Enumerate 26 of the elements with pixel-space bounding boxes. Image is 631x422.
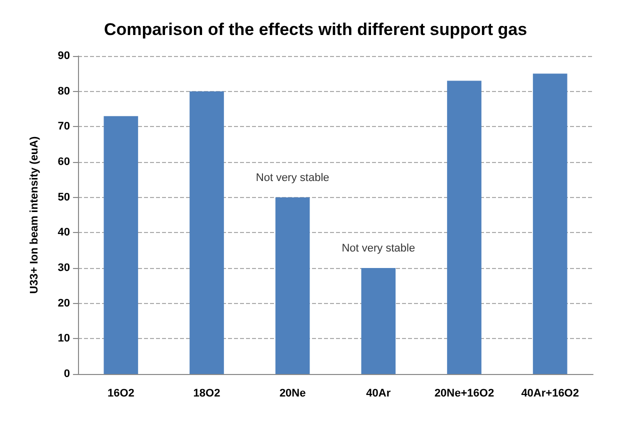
y-tick-label: 20: [58, 297, 70, 310]
chart-title: Comparison of the effects with different support gas: [104, 20, 528, 39]
y-tick-label: 90: [58, 50, 70, 62]
bar: [275, 197, 310, 374]
y-tick-label: 10: [58, 332, 70, 345]
bar: [361, 268, 396, 374]
x-tick-label: 40Ar: [366, 388, 392, 400]
y-tick-label: 0: [64, 368, 70, 380]
bar: [447, 80, 482, 374]
bar: [532, 74, 568, 374]
annotation: Not very stable: [256, 172, 330, 184]
y-tick-label: 70: [58, 120, 70, 133]
y-tick-label: 50: [58, 191, 70, 204]
y-tick-label: 30: [58, 262, 70, 274]
y-tick-label: 80: [58, 85, 70, 98]
bar: [104, 116, 138, 374]
x-tick-label: 20Ne: [279, 388, 306, 400]
x-tick-label: 16O2: [107, 388, 134, 400]
x-tick-label: 20Ne+16O2: [434, 388, 494, 400]
bar: [190, 91, 224, 374]
x-tick-label: 40Ar+16O2: [521, 388, 579, 400]
y-axis-title: U33+ Ion beam intensity (euA): [28, 136, 40, 294]
x-tick-label: 18O2: [193, 388, 220, 400]
y-tick-label: 60: [58, 156, 70, 168]
annotation: Not very stable: [342, 242, 416, 254]
y-tick-label: 40: [58, 226, 70, 239]
